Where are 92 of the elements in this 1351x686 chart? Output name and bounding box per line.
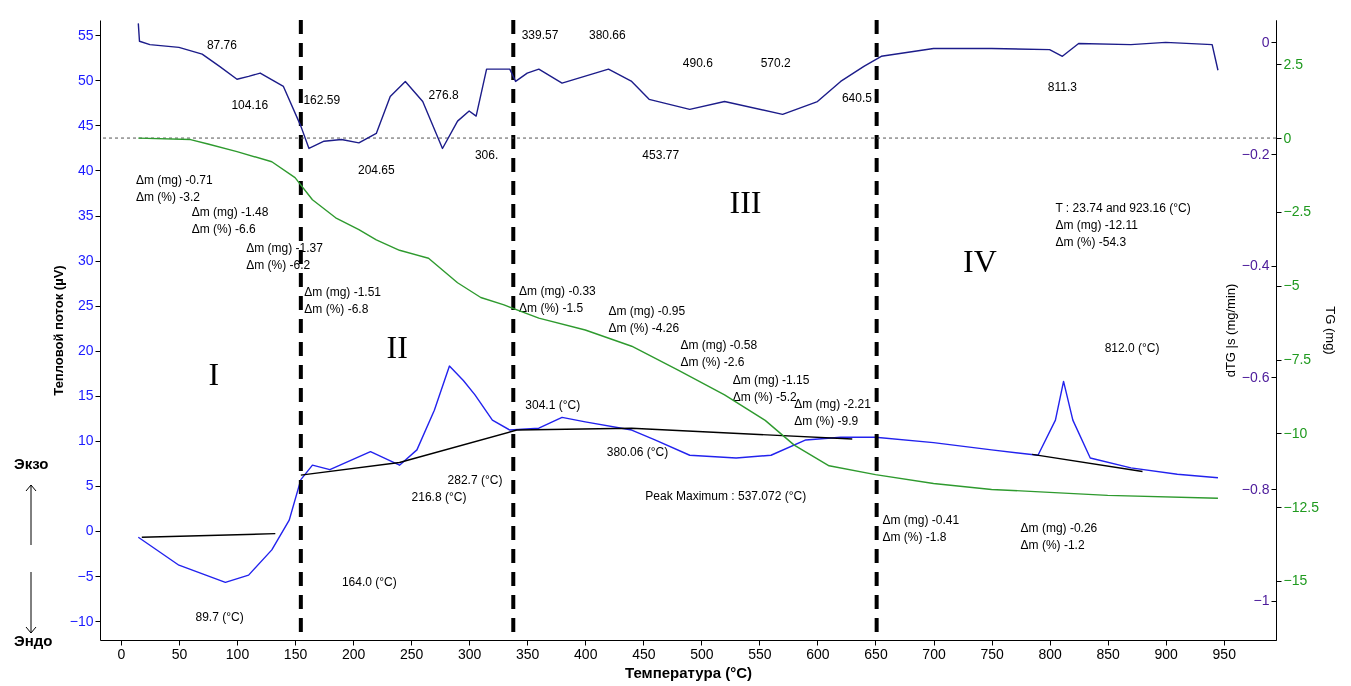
annotation: Δm (mg) -0.95 Δm (%) -4.26: [608, 304, 686, 336]
annotation: Δm (mg) -0.33 Δm (%) -1.5: [519, 284, 597, 316]
annotation: Δm (mg) -0.26 Δm (%) -1.2: [1020, 521, 1098, 553]
y2-tick-label: −0.8: [1241, 480, 1270, 497]
annotation: I: [208, 356, 220, 393]
y2-tick-label: 0: [1261, 33, 1270, 50]
annotation: 640.5: [841, 90, 873, 105]
y-tick-label: 50: [77, 71, 94, 88]
y2-tick-label: −0.6: [1241, 368, 1270, 385]
y-tick-label: 45: [77, 116, 94, 133]
x-tick-label: 400: [574, 645, 598, 662]
x-tick-label: 900: [1154, 645, 1179, 662]
annotation: 87.76: [206, 38, 238, 53]
x-tick-label: 850: [1096, 645, 1121, 662]
x-tick-label: 500: [690, 645, 714, 662]
annotation: 104.16: [231, 97, 269, 112]
annotation: 304.1 (°C): [525, 397, 581, 412]
x-tick-label: 700: [922, 645, 946, 662]
annotation: Δm (mg) -2.21 Δm (%) -9.9: [794, 396, 872, 428]
y2-tick-label: −0.2: [1241, 145, 1270, 162]
annotation: 490.6: [682, 56, 714, 71]
annotation: II: [386, 329, 408, 366]
annotation: 89.7 (°C): [195, 609, 244, 624]
annotation: 380.66: [588, 28, 626, 43]
y2-tick-label: −0.4: [1241, 257, 1270, 274]
annotation: 204.65: [357, 163, 395, 178]
y3-tick-label: −2.5: [1283, 203, 1312, 220]
y-tick-label: 35: [77, 207, 94, 224]
y-tick-label: −10: [69, 612, 94, 629]
x-tick-label: 650: [864, 645, 888, 662]
line-series: [137, 22, 1219, 150]
annotation: 453.77: [642, 148, 680, 163]
x-tick-label: 50: [171, 645, 188, 662]
y3-axis-title: TG (mg): [1322, 306, 1338, 355]
annotation: Δm (mg) -0.71 Δm (%) -3.2: [135, 173, 214, 205]
y3-tick-label: −12.5: [1283, 498, 1320, 515]
y-tick-label: 40: [77, 161, 94, 178]
y-tick-label: 5: [85, 477, 94, 494]
y3-tick-label: 0: [1283, 129, 1292, 146]
text: Экзо: [14, 455, 49, 472]
annotation: 282.7 (°C): [447, 472, 503, 487]
x-axis-title: Температура (°C): [625, 663, 752, 681]
y-tick-label: 30: [77, 252, 94, 269]
annotation: 380.06 (°C): [606, 444, 669, 459]
y3-tick-label: 2.5: [1283, 55, 1304, 72]
annotation: 339.57: [521, 28, 559, 43]
x-tick-label: 200: [341, 645, 366, 662]
annotation: 812.0 (°C): [1104, 341, 1160, 356]
x-tick-label: 250: [399, 645, 424, 662]
y-axis-title: Тепловой поток (µV): [50, 265, 66, 396]
y3-tick-label: −10: [1283, 424, 1308, 441]
x-tick-label: 750: [980, 645, 1004, 662]
text: Эндо: [14, 632, 53, 649]
y-tick-label: 15: [77, 387, 94, 404]
y-tick-label: 0: [85, 522, 94, 539]
x-tick-label: 950: [1212, 645, 1237, 662]
annotation: III: [729, 183, 762, 220]
annotation: 306.: [474, 148, 499, 163]
annotation: Δm (mg) -0.58 Δm (%) -2.6: [680, 338, 758, 370]
annotation: Peak Maximum : 537.072 (°C): [645, 488, 807, 503]
annotation: 811.3: [1047, 79, 1078, 94]
x-tick-label: 350: [516, 645, 540, 662]
x-tick-label: 550: [748, 645, 772, 662]
x-tick-label: 0: [117, 645, 126, 662]
y3-tick-label: −7.5: [1283, 351, 1312, 368]
x-tick-label: 100: [225, 645, 250, 662]
annotation: 164.0 (°C): [341, 575, 397, 590]
y3-tick-label: −15: [1283, 572, 1308, 589]
y-tick-label: 10: [77, 432, 94, 449]
x-tick-label: 300: [457, 645, 482, 662]
line-series: [300, 427, 853, 476]
y2-axis-title: dTG |s (mg/min): [1222, 283, 1238, 378]
annotation: Δm (mg) -0.41 Δm (%) -1.8: [882, 513, 960, 545]
annotation: Δm (mg) -1.37 Δm (%) -6.2: [246, 240, 324, 272]
y-tick-label: 55: [77, 26, 94, 43]
y2-tick-label: −1: [1253, 592, 1270, 609]
annotation: Δm (mg) -1.48 Δm (%) -6.6: [191, 204, 269, 236]
annotation: 570.2: [760, 56, 791, 71]
x-tick-label: 150: [283, 645, 308, 662]
annotation: T : 23.74 and 923.16 (°C) Δm (mg) -12.11 Δm (%) -54.3: [1055, 201, 1191, 250]
annotation: IV: [963, 243, 997, 280]
annotation: 162.59: [303, 93, 341, 108]
y3-tick-label: −5: [1283, 277, 1300, 294]
annotation: Δm (mg) -1.51 Δm (%) -6.8: [304, 285, 382, 317]
x-tick-label: 800: [1038, 645, 1063, 662]
annotation: 276.8: [428, 87, 459, 102]
x-tick-label: 600: [806, 645, 830, 662]
y-tick-label: 25: [77, 297, 94, 314]
y-tick-label: −5: [77, 567, 94, 584]
annotation: 216.8 (°C): [411, 489, 467, 504]
x-tick-label: 450: [632, 645, 656, 662]
y-tick-label: 20: [77, 342, 94, 359]
